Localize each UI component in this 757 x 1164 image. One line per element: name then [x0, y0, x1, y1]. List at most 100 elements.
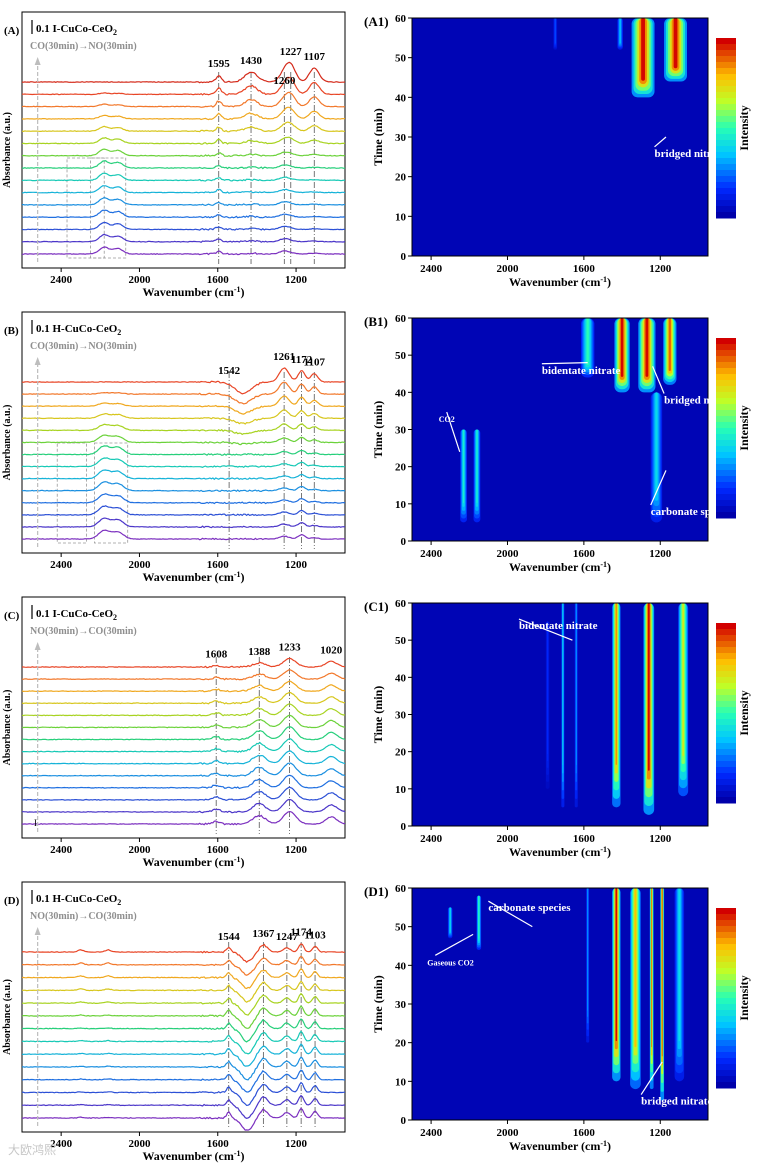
colorbar-segment-11 [716, 104, 736, 111]
annotation-0: carbonate species [488, 902, 571, 914]
colorbar-segment-7 [716, 380, 736, 387]
panel-label: (B1) [364, 314, 388, 329]
colorbar-segment-23 [716, 476, 736, 483]
heat-band-1-layer-5 [645, 318, 649, 377]
y-tick-label-10: 10 [395, 211, 407, 223]
panel-title: 0.1 H-CuCo-CeO2 [36, 893, 121, 907]
heat-band-2-layer-5 [668, 318, 671, 371]
spectrum-curve-3 [21, 209, 346, 219]
x-tick-label-2000: 2000 [496, 263, 519, 275]
sequence-label: CO(30min)→NO(30min) [30, 341, 137, 352]
colorbar-segment-20 [716, 1028, 736, 1035]
peak-label-1430: 1430 [240, 55, 263, 67]
x-tick-label-2000: 2000 [496, 1127, 519, 1139]
colorbar-segment-15 [716, 428, 736, 435]
spectrum-curve-7 [21, 160, 346, 170]
colorbar-segment-0 [716, 338, 736, 345]
x-tick-label-1600: 1600 [207, 844, 230, 856]
colorbar-segment-6 [716, 659, 736, 666]
spectrum-curve-0 [21, 246, 346, 256]
colorbar-segment-12 [716, 980, 736, 987]
colorbar-segment-7 [716, 950, 736, 957]
spectrum-curve-6 [21, 1030, 345, 1055]
x-tick-label-1200: 1200 [649, 548, 672, 560]
heat-band-2-layer-5 [651, 888, 652, 1048]
colorbar-segment-13 [716, 416, 736, 423]
x-tick-label-2400: 2400 [420, 833, 443, 845]
annotation-arrow-2 [640, 1061, 663, 1095]
annotation-0: bidentate nitrate [542, 365, 621, 377]
colorbar-segment-6 [716, 944, 736, 951]
peak-label-1595: 1595 [208, 58, 231, 70]
peak-label-1542: 1542 [218, 365, 241, 377]
colorbar-segment-11 [716, 974, 736, 981]
colorbar-segment-16 [716, 134, 736, 141]
colorbar-segment-29 [716, 797, 736, 804]
y-tick-label-50: 50 [395, 350, 407, 362]
colorbar-segment-23 [716, 176, 736, 183]
panel-label: (D) [4, 895, 20, 907]
colorbar-segment-20 [716, 458, 736, 465]
colorbar-segment-28 [716, 791, 736, 798]
y-axis-label: Time (min) [371, 975, 385, 1032]
x-axis-label: Wavenumber (cm-1) [509, 1139, 611, 1153]
y-tick-label-20: 20 [395, 462, 407, 474]
colorbar-segment-25 [716, 773, 736, 780]
spectrum-curve-11 [22, 968, 346, 990]
colorbar-segment-22 [716, 470, 736, 477]
plot-frame [21, 311, 346, 554]
colorbar-segment-21 [716, 464, 736, 471]
x-tick-label-2000: 2000 [496, 548, 519, 560]
colorbar-segment-20 [716, 158, 736, 165]
colorbar-segment-4 [716, 932, 736, 939]
x-tick-label-1600: 1600 [207, 274, 230, 286]
spectrum-curve-9 [22, 423, 346, 436]
colorbar-segment-22 [716, 1040, 736, 1047]
panel-title: 0.1 I-CuCo-CeO2 [36, 608, 117, 622]
sequence-label: NO(30min)→CO(30min) [30, 911, 137, 922]
plot-frame [21, 11, 346, 269]
panel-label: (A1) [364, 14, 389, 29]
colorbar-segment-12 [716, 695, 736, 702]
colorbar-segment-9 [716, 92, 736, 99]
plot-frame [21, 881, 346, 1133]
colorbar-segment-18 [716, 446, 736, 453]
y-tick-label-20: 20 [395, 747, 407, 759]
x-axis-label: Wavenumber (cm-1) [509, 275, 611, 289]
spectrum-curve-5 [22, 185, 346, 194]
dashed-box-1 [90, 157, 127, 259]
peak-label-1172: 1172 [291, 354, 313, 366]
spectrum-curve-1 [21, 233, 346, 243]
heatmap-background [412, 603, 708, 826]
colorbar-segment-13 [716, 116, 736, 123]
annotation-arrow-0 [488, 900, 533, 928]
colorbar-segment-1 [716, 344, 736, 351]
x-tick-label-1200: 1200 [285, 274, 308, 286]
spectrum-curve-7 [21, 1018, 346, 1043]
spectrum-curve-1 [21, 517, 346, 529]
heat-band-4-layer-5 [678, 888, 681, 1042]
heat-band-7-layer-5 [587, 888, 588, 1011]
colorbar-segment-4 [716, 362, 736, 369]
colorbar-segment-0 [716, 623, 736, 630]
colorbar-segment-8 [716, 671, 736, 678]
y-tick-label-40: 40 [395, 960, 407, 972]
x-tick-label-2000: 2000 [128, 274, 151, 286]
y-tick-label-20: 20 [395, 172, 407, 184]
y-tick-label-60: 60 [395, 313, 407, 325]
colorbar-segment-18 [716, 731, 736, 738]
x-axis-label: Wavenumber (cm-1) [142, 1149, 244, 1163]
heat-band-6-layer-5 [655, 392, 658, 496]
colorbar-segment-8 [716, 386, 736, 393]
x-tick-label-2400: 2400 [420, 548, 443, 560]
spectrum-curve-12 [21, 955, 346, 976]
annotation-arrow-0 [518, 618, 573, 641]
colorbar-segment-19 [716, 452, 736, 459]
heatmap-background [412, 888, 708, 1120]
colorbar-segment-27 [716, 200, 736, 207]
peak-label-1544: 1544 [218, 931, 241, 943]
scale-label: I [34, 818, 37, 828]
peak-label-1260: 1260 [273, 75, 296, 87]
